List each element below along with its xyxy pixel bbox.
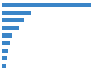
Bar — [2, 33, 12, 38]
Bar — [2, 56, 7, 60]
Bar — [2, 11, 31, 15]
Bar — [2, 64, 6, 68]
Bar — [2, 49, 8, 53]
Bar — [2, 3, 91, 7]
Bar — [2, 41, 10, 45]
Bar — [2, 26, 18, 30]
Bar — [2, 18, 24, 22]
